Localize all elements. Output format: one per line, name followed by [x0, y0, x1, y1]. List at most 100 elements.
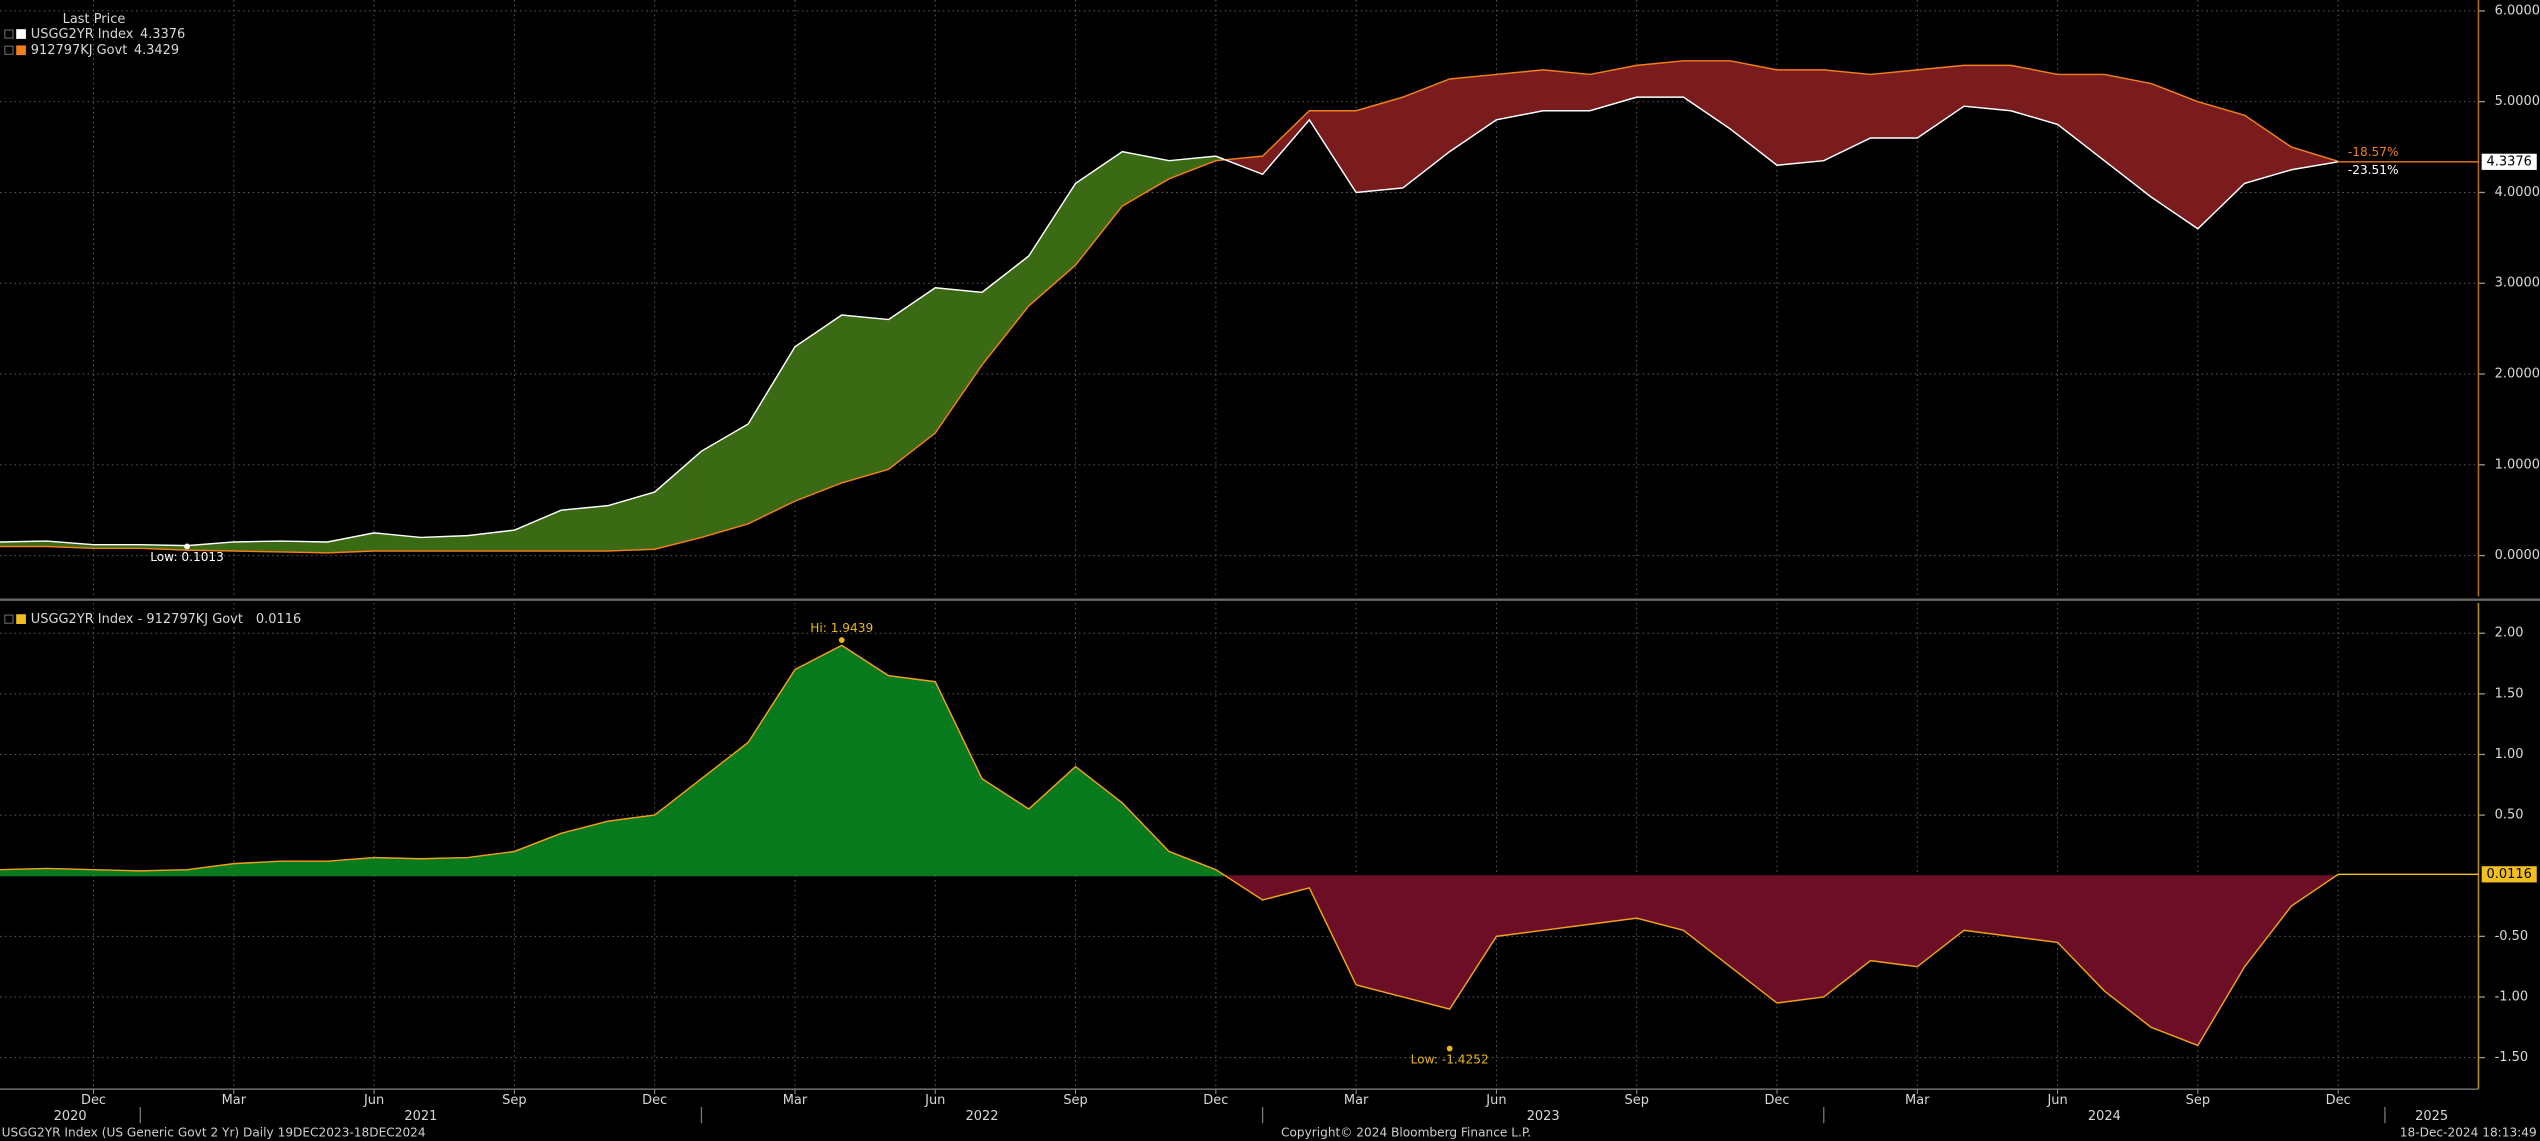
y-tick-label: 0.50 [2495, 808, 2524, 823]
spread-fill [1028, 765, 1077, 877]
y-tick-label: 2.00 [2495, 626, 2524, 641]
legend-value: 4.3376 [140, 27, 185, 42]
legend-entry: USGG2YR Index 4.3376 [31, 27, 185, 42]
spread-fill [1916, 64, 1965, 139]
spread-fill [2010, 875, 2059, 943]
spread-fill [841, 644, 889, 877]
annotation: Low: 0.1013 [150, 550, 224, 564]
x-tick-label: Sep [2186, 1093, 2210, 1108]
spread-fill [1075, 150, 1123, 267]
x-tick-label: Jun [2046, 1093, 2067, 1108]
annotation-dot [838, 637, 845, 643]
x-tick-label: Mar [222, 1093, 247, 1108]
spread-fill [560, 505, 609, 552]
legend-name: 912797KJ Govt [31, 43, 128, 58]
spread-fill [1729, 60, 1778, 167]
spread-fill [1355, 875, 1404, 998]
spread-fill [1636, 60, 1684, 98]
legend-entry: USGG2YR Index - 912797KJ Govt 0.0116 [31, 612, 301, 627]
series-line [0, 60, 2339, 554]
legend-swatch [16, 614, 26, 624]
legend-icon [4, 45, 14, 55]
legend-value: 4.3429 [134, 43, 179, 58]
x-tick-label: Mar [783, 1093, 808, 1108]
spread-fill [420, 857, 469, 877]
spread-fill [1495, 875, 1544, 937]
y-tick-label: 1.50 [2495, 686, 2524, 701]
spread-fill [794, 644, 843, 877]
x-tick-label: Sep [1625, 1093, 1649, 1108]
spread-fill [1963, 875, 2012, 937]
spread-fill [607, 814, 656, 877]
spread-fill [233, 540, 282, 553]
y-tick-label: 5.0000 [2495, 94, 2540, 109]
y-tick-label: 2.0000 [2495, 367, 2540, 382]
spread-fill [373, 857, 422, 877]
spread-fill [1308, 875, 1357, 986]
x-tick-label: Jun [924, 1093, 945, 1108]
x-tick-label: Sep [1063, 1093, 1087, 1108]
change-label: -23.51% [2348, 163, 2399, 177]
spread-fill [1542, 69, 1591, 112]
annotation-dot [184, 543, 190, 550]
spread-fill [981, 255, 1030, 367]
annotation: Hi: 1.9439 [810, 621, 873, 635]
spread-fill [1402, 78, 1451, 189]
y-tick-label: 1.00 [2495, 747, 2524, 762]
y-tick-label: -0.50 [2495, 929, 2529, 944]
spread-fill [1963, 64, 2012, 112]
spread-fill [560, 820, 609, 877]
spread-fill [1776, 69, 1825, 166]
spread-fill [1916, 875, 1965, 968]
spread-fill [280, 860, 328, 877]
spread-fill [2197, 101, 2246, 230]
spread-fill [2150, 82, 2199, 230]
y-tick-label: 6.0000 [2495, 3, 2540, 18]
y-tick-label: 1.0000 [2495, 457, 2540, 472]
x-tick-label: Jun [1485, 1093, 1506, 1108]
year-label: 2024 [2088, 1109, 2121, 1124]
spread-fill [2244, 875, 2292, 969]
spread-fill [888, 675, 936, 877]
spread-fill [1308, 110, 1357, 195]
change-label: -18.57% [2348, 145, 2399, 159]
footer-left: USGG2YR Index (US Generic Govt 2 Yr) Dai… [2, 1125, 426, 1139]
legend-icon [4, 29, 14, 39]
last-value-box [2481, 866, 2537, 883]
x-tick-label: Sep [502, 1093, 526, 1108]
spread-fill [513, 832, 562, 877]
spread-fill [1262, 109, 1310, 176]
footer-center: Copyright© 2024 Bloomberg Finance L.P. [1281, 1125, 1531, 1139]
footer-right: 18-Dec-2024 18:13:49 [2400, 1125, 2537, 1139]
spread-fill [2103, 875, 2152, 1029]
spread-fill [794, 314, 843, 502]
x-tick-label: Dec [81, 1093, 106, 1108]
spread-fill [2197, 875, 2246, 1048]
legend-name: USGG2YR Index - 912797KJ Govt [31, 612, 243, 627]
y-tick-label: 3.0000 [2495, 276, 2540, 291]
year-label: 2025 [2415, 1109, 2448, 1124]
x-tick-label: Dec [642, 1093, 667, 1108]
spread-fill [747, 667, 796, 877]
spread-fill [2244, 114, 2292, 185]
spread-fill [2150, 875, 2199, 1047]
y-tick-label: 4.0000 [2495, 185, 2540, 200]
spread-fill [654, 777, 702, 877]
panel: 6.0000 5.0000 4.0000 3.0000 2.0000 1.0000 0.00… [0, 0, 2540, 597]
spread-fill [186, 863, 235, 877]
last-value-label: 4.3376 [2487, 154, 2532, 169]
last-value-box [2481, 153, 2537, 170]
spread-fill [2057, 73, 2105, 162]
spread-fill [841, 314, 889, 484]
spread-fill [1449, 875, 1497, 1011]
spread-fill [934, 681, 983, 877]
y-tick-label: -1.00 [2495, 989, 2529, 1004]
spread-fill [1262, 875, 1310, 901]
legend-icon [4, 614, 14, 624]
legend-title: Last Price [63, 12, 126, 27]
spread-fill [654, 450, 702, 550]
spread-fill [513, 509, 562, 552]
spread-fill [700, 423, 749, 539]
x-tick-label: Dec [2326, 1093, 2351, 1108]
